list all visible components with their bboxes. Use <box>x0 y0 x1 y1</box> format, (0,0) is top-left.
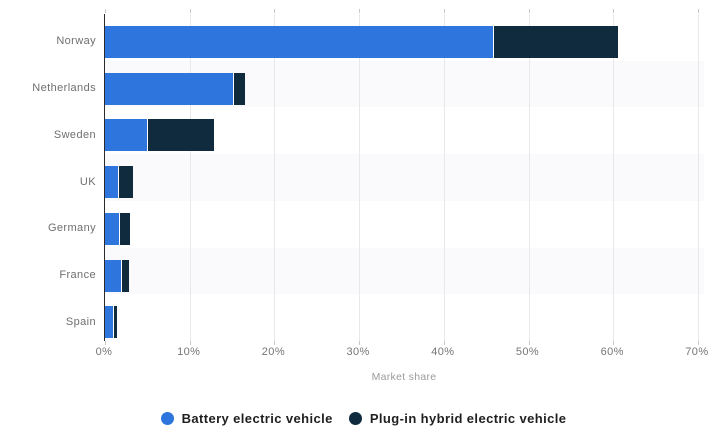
x-tick-label: 40% <box>431 346 455 358</box>
category-label: Norway <box>56 35 96 48</box>
axis-tick-bottom <box>528 341 530 345</box>
legend-item[interactable]: Battery electric vehicle <box>160 410 333 426</box>
x-tick-label: 0% <box>95 346 113 358</box>
bar-segment-phev[interactable] <box>121 259 129 292</box>
legend-marker-icon <box>348 411 362 425</box>
legend-marker-icon <box>160 411 174 425</box>
axis-tick-bottom <box>697 341 699 345</box>
axis-tick-bottom <box>274 341 276 345</box>
x-tick-label: 20% <box>261 346 285 358</box>
axis-tick-top <box>189 9 191 13</box>
bar-segment-phev[interactable] <box>118 212 130 245</box>
x-axis-title: Market share <box>371 371 437 383</box>
bar-segment-bev[interactable] <box>105 26 493 58</box>
category-label: Germany <box>47 222 96 235</box>
axis-tick-top <box>697 9 699 13</box>
axis-tick-bottom <box>105 341 106 345</box>
axis-tick-top <box>359 9 361 13</box>
x-tick-label: 70% <box>685 346 709 358</box>
bar-segment-phev[interactable] <box>232 72 245 105</box>
axis-tick-top <box>613 9 615 13</box>
bar-segment-phev[interactable] <box>492 26 619 58</box>
gridline <box>274 14 276 341</box>
category-label: Netherlands <box>32 82 96 95</box>
x-tick-label: 30% <box>346 346 370 358</box>
category-label: France <box>59 268 96 281</box>
axis-tick-bottom <box>613 341 615 345</box>
gridline <box>697 14 699 341</box>
gridline <box>528 14 530 341</box>
legend-label: Plug-in hybrid electric vehicle <box>369 410 567 426</box>
bar-segment-bev[interactable] <box>105 72 233 105</box>
category-label: Sweden <box>53 128 96 141</box>
legend-label: Battery electric vehicle <box>181 410 333 426</box>
row-band <box>105 154 704 201</box>
x-tick-label: 10% <box>177 346 201 358</box>
legend-item[interactable]: Plug-in hybrid electric vehicle <box>348 410 567 426</box>
bar-segment-phev[interactable] <box>117 166 133 199</box>
gridline <box>613 14 615 341</box>
gridline <box>189 14 191 341</box>
x-tick-label: 60% <box>600 346 624 358</box>
legend: Battery electric vehicle Plug-in hybrid e… <box>0 405 727 431</box>
axis-tick-top <box>443 9 445 13</box>
bar-segment-bev[interactable] <box>105 259 122 292</box>
axis-tick-top <box>105 9 106 13</box>
category-label: UK <box>79 175 96 188</box>
axis-tick-bottom <box>359 341 361 345</box>
bar-segment-bev[interactable] <box>105 212 119 245</box>
bar-segment-bev[interactable] <box>105 166 118 199</box>
axis-tick-top <box>274 9 276 13</box>
axis-tick-bottom <box>443 341 445 345</box>
axis-tick-top <box>528 9 530 13</box>
gridline <box>443 14 445 341</box>
row-band <box>105 247 704 295</box>
gridline <box>359 14 361 341</box>
x-tick-label: 50% <box>515 346 540 358</box>
axis-tick-bottom <box>189 341 191 345</box>
plot-area <box>104 9 704 345</box>
category-label: Spain <box>65 315 96 328</box>
bar-segment-phev[interactable] <box>112 306 117 339</box>
bar-segment-bev[interactable] <box>105 306 113 339</box>
bar-segment-phev[interactable] <box>146 119 215 152</box>
bar-segment-bev[interactable] <box>105 119 147 152</box>
